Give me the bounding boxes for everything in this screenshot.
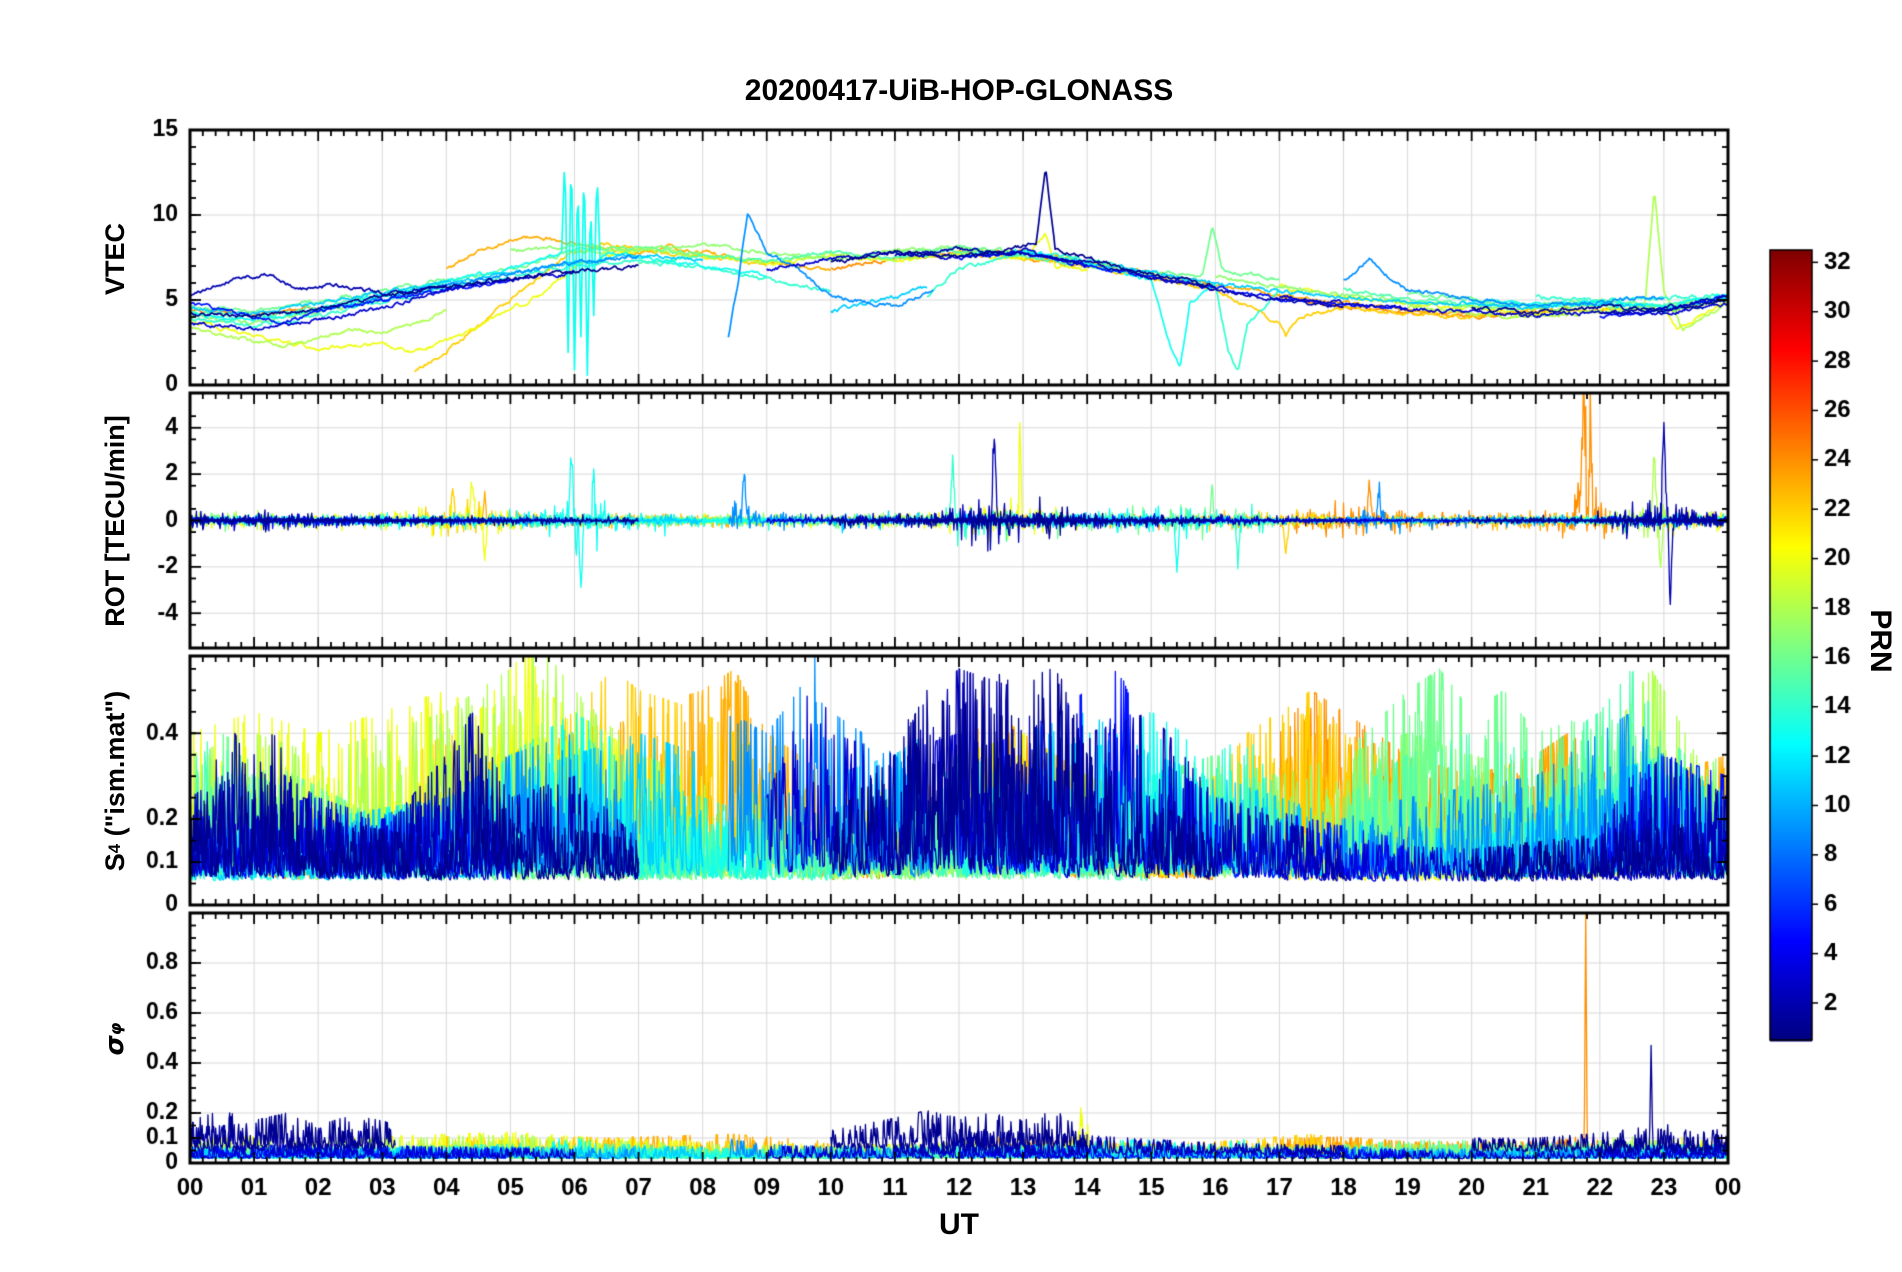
sigma-axis-label-sub: φ bbox=[105, 1022, 125, 1036]
x-axis-label: UT bbox=[939, 1208, 979, 1241]
colorbar-label: PRN bbox=[1864, 609, 1897, 673]
vtec-axis-label-text: VTEC bbox=[99, 223, 130, 296]
s4-axis-label-sub: 4 bbox=[105, 843, 124, 854]
s4-axis-label-rest: ("ism.mat") bbox=[99, 690, 130, 844]
rot-axis-label-text: ROT [TECU/min] bbox=[99, 415, 130, 627]
sigma-axis-label-main: σ bbox=[100, 1035, 130, 1056]
chart-title: 20200417-UiB-HOP-GLONASS bbox=[744, 74, 1174, 107]
